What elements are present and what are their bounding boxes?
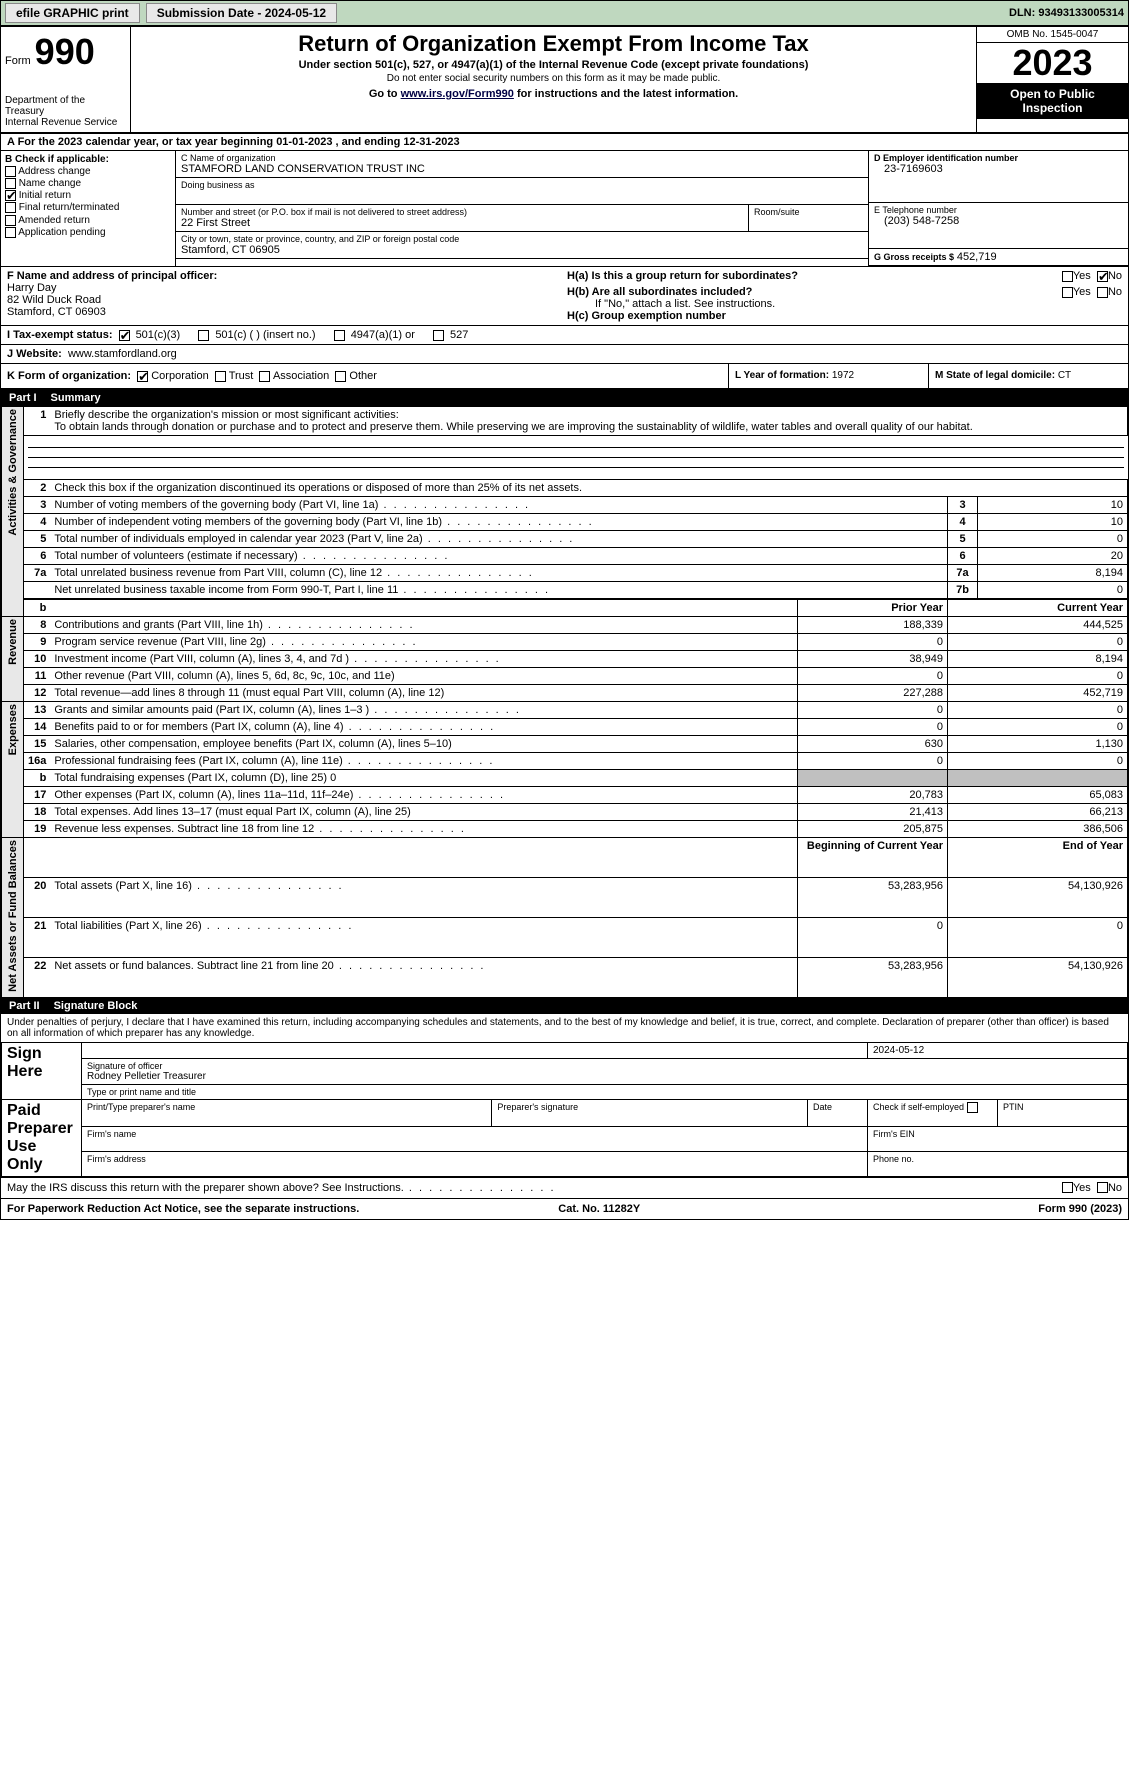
dept-treasury: Department of the Treasury (5, 95, 126, 117)
col-b-checkboxes: B Check if applicable: Address change Na… (1, 151, 176, 266)
col-current-year: Current Year (948, 599, 1128, 617)
topbar: efile GRAPHIC print Submission Date - 20… (0, 0, 1129, 26)
room-lbl: Room/suite (754, 207, 863, 217)
org-name: STAMFORD LAND CONSERVATION TRUST INC (181, 163, 863, 175)
form-number: 990 (35, 31, 95, 73)
hb-lbl: H(b) Are all subordinates included? (567, 286, 752, 298)
city-val: Stamford, CT 06905 (181, 244, 863, 256)
street-lbl: Number and street (or P.O. box if mail i… (181, 207, 743, 217)
tel-lbl: E Telephone number (874, 205, 1123, 215)
cb-initial-return[interactable] (5, 190, 16, 201)
footer-right: Form 990 (2023) (1038, 1203, 1122, 1215)
gross-lbl: G Gross receipts $ (874, 252, 954, 262)
cb-527[interactable] (433, 330, 444, 341)
form-org-lbl: K Form of organization: (7, 370, 131, 382)
col-bcy: Beginning of Current Year (798, 838, 948, 878)
col-prior-year: Prior Year (798, 599, 948, 617)
line2: Check this box if the organization disco… (54, 482, 582, 494)
ein-lbl: D Employer identification number (874, 153, 1123, 163)
cb-assoc[interactable] (259, 371, 270, 382)
ein-val: 23-7169603 (874, 163, 1123, 175)
side-nafb: Net Assets or Fund Balances (7, 840, 19, 992)
irs-link[interactable]: www.irs.gov/Form990 (401, 88, 514, 100)
footer-left: For Paperwork Reduction Act Notice, see … (7, 1203, 359, 1215)
cb-address-change[interactable] (5, 166, 16, 177)
form-label: Form (5, 55, 31, 67)
sig-date: 2024-05-12 (868, 1042, 1128, 1058)
hb-yes[interactable] (1062, 287, 1073, 298)
form-990: Form 990 Department of the Treasury Inte… (0, 26, 1129, 1220)
part-ii-header: Part II Signature Block (1, 998, 1128, 1014)
officer-addr1: 82 Wild Duck Road (7, 294, 101, 306)
cb-final-return[interactable] (5, 202, 16, 213)
omb-number: OMB No. 1545-0047 (977, 27, 1128, 43)
form-title: Return of Organization Exempt From Incom… (135, 31, 972, 57)
state-domicile: CT (1058, 370, 1071, 381)
cb-501c3[interactable] (119, 330, 130, 341)
officer-name: Harry Day (7, 282, 57, 294)
website-lbl: J Website: (7, 348, 62, 360)
year-formation: 1972 (832, 370, 854, 381)
goto-pre: Go to (369, 88, 401, 100)
org-name-lbl: C Name of organization (181, 153, 863, 163)
open-inspection: Open to Public Inspection (977, 83, 1128, 119)
ha-no[interactable] (1097, 271, 1108, 282)
hb-no[interactable] (1097, 287, 1108, 298)
sign-here: Sign Here (2, 1042, 82, 1099)
line-16b: Total fundraising expenses (Part IX, col… (50, 770, 797, 787)
officer-sig-name: Rodney Pelletier Treasurer (87, 1071, 1122, 1082)
goto-post: for instructions and the latest informat… (514, 88, 738, 100)
cb-app-pending[interactable] (5, 227, 16, 238)
cb-amended[interactable] (5, 215, 16, 226)
footer-catno: Cat. No. 11282Y (558, 1203, 640, 1215)
side-ag: Activities & Governance (7, 409, 19, 536)
form-subtitle: Under section 501(c), 527, or 4947(a)(1)… (135, 59, 972, 71)
paid-preparer: Paid Preparer Use Only (2, 1099, 82, 1176)
mission-text: To obtain lands through donation or purc… (54, 421, 972, 433)
summary-table: Activities & Governance 1 Briefly descri… (1, 406, 1128, 998)
discuss-q: May the IRS discuss this return with the… (7, 1182, 556, 1194)
col-eoy: End of Year (948, 838, 1128, 878)
tax-status-lbl: I Tax-exempt status: (7, 329, 113, 341)
cb-corp[interactable] (137, 371, 148, 382)
tel-val: (203) 548-7258 (874, 215, 1123, 227)
website-val: www.stamfordland.org (68, 348, 177, 360)
irs: Internal Revenue Service (5, 117, 126, 128)
hc-lbl: H(c) Group exemption number (567, 310, 726, 322)
dba-val (181, 190, 863, 202)
street-val: 22 First Street (181, 217, 743, 229)
efile-btn[interactable]: efile GRAPHIC print (5, 3, 140, 23)
ha-yes[interactable] (1062, 271, 1073, 282)
signature-table: Sign Here 2024-05-12 Signature of office… (1, 1042, 1128, 1177)
gross-val: 452,719 (957, 251, 997, 263)
city-lbl: City or town, state or province, country… (181, 234, 863, 244)
side-rev: Revenue (7, 619, 19, 665)
row-a-tax-year: A For the 2023 calendar year, or tax yea… (1, 134, 1128, 151)
cb-trust[interactable] (215, 371, 226, 382)
mission-lbl: Briefly describe the organization's miss… (54, 409, 398, 421)
submission-date: Submission Date - 2024-05-12 (146, 3, 337, 23)
officer-addr2: Stamford, CT 06903 (7, 306, 106, 318)
ha-lbl: H(a) Is this a group return for subordin… (567, 270, 798, 282)
cb-other[interactable] (335, 371, 346, 382)
cb-self-employed[interactable] (967, 1102, 978, 1113)
side-exp: Expenses (7, 704, 19, 755)
part-i-header: Part I Summary (1, 390, 1128, 406)
discuss-no[interactable] (1097, 1182, 1108, 1193)
cb-4947[interactable] (334, 330, 345, 341)
cb-501c[interactable] (198, 330, 209, 341)
tax-year: 2023 (977, 43, 1128, 83)
dln: DLN: 93493133005314 (1009, 7, 1124, 19)
discuss-yes[interactable] (1062, 1182, 1073, 1193)
perjury-declaration: Under penalties of perjury, I declare th… (1, 1014, 1128, 1042)
ssn-warning: Do not enter social security numbers on … (135, 73, 972, 84)
dba-lbl: Doing business as (181, 180, 863, 190)
hb-note: If "No," attach a list. See instructions… (567, 298, 1122, 310)
col-b-title: B Check if applicable: (5, 154, 109, 165)
officer-lbl: F Name and address of principal officer: (7, 270, 217, 282)
